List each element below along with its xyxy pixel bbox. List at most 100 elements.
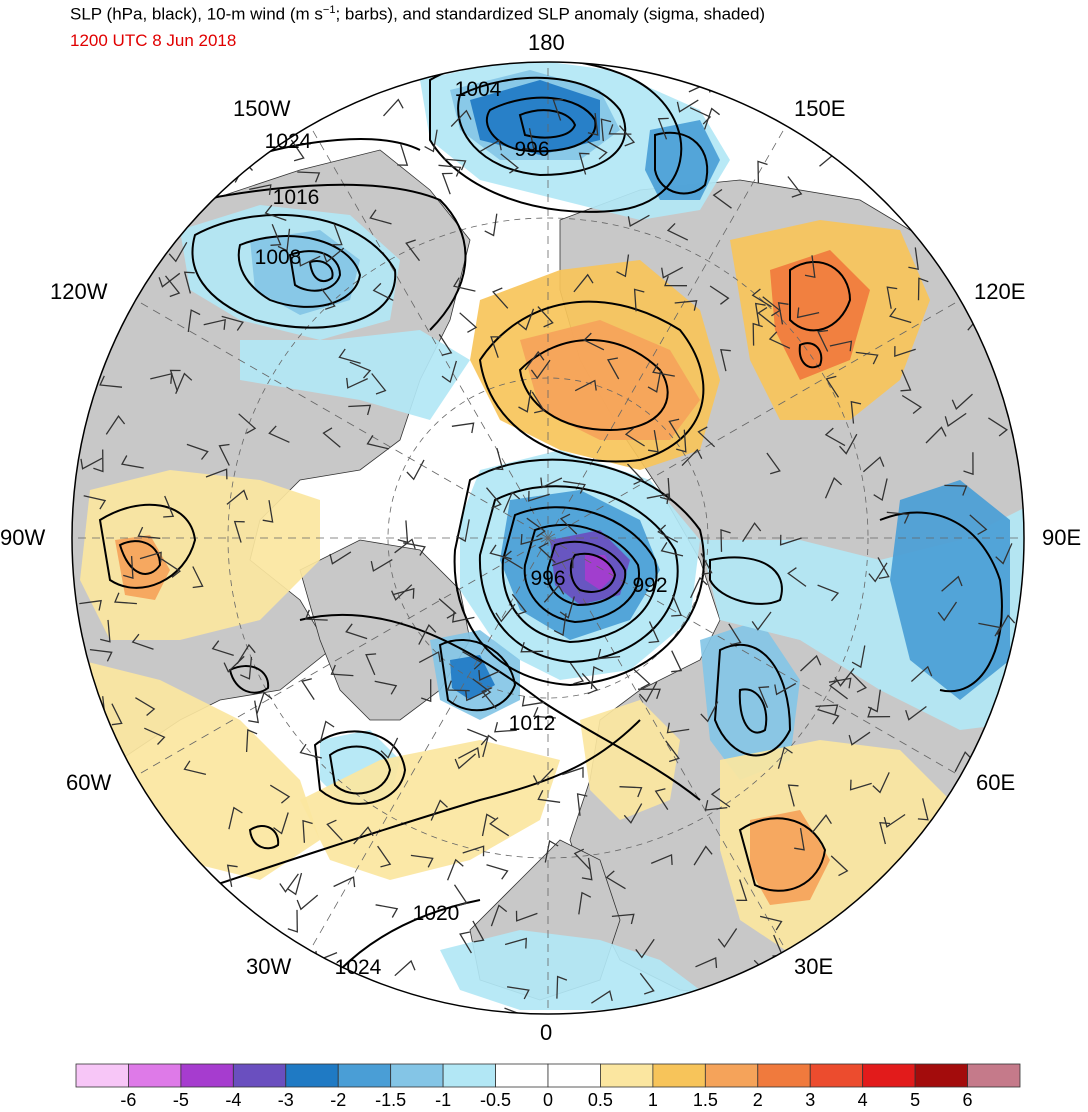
wind-barb (240, 656, 253, 680)
wind-barb (100, 619, 111, 643)
colorbar-swatch-1 (128, 1063, 182, 1088)
wind-barb (459, 312, 478, 333)
wind-barbs (79, 81, 1024, 1014)
wind-barb (93, 449, 104, 473)
wind-barb (269, 784, 291, 804)
wind-barb (490, 904, 508, 927)
wind-barb (660, 542, 684, 557)
wind-barb (697, 426, 716, 448)
wind-barb (917, 798, 929, 821)
isobar-hudson (98, 503, 197, 589)
wind-barb (375, 904, 399, 918)
wind-barb (270, 224, 282, 246)
anom-west-europe-blue (440, 930, 700, 1010)
wind-barb (578, 891, 592, 915)
lon-label-180: 180 (528, 30, 565, 55)
wind-barb (394, 538, 416, 554)
wind-barb (532, 768, 554, 786)
colorbar-label: -5 (172, 1090, 189, 1110)
wind-barb (855, 351, 879, 365)
isobar-labrador-2 (328, 745, 392, 795)
wind-barb (424, 129, 438, 153)
wind-barb (410, 854, 434, 868)
wind-barb (392, 587, 415, 599)
wind-barb (223, 655, 245, 673)
wind-barb (377, 845, 392, 868)
wind-barb (900, 369, 912, 392)
wind-barb (877, 557, 890, 580)
wind-barb (627, 463, 644, 485)
wind-barb (751, 288, 772, 308)
wind-barb (616, 254, 630, 278)
wind-barb (695, 957, 718, 968)
isobar-far-east-2 (798, 342, 823, 369)
wind-barb (418, 651, 441, 663)
wind-barb (144, 727, 166, 745)
wind-barb (839, 433, 858, 455)
colorbar-label: 3 (805, 1090, 816, 1110)
wind-barb (664, 275, 688, 287)
isobar-siberia (478, 300, 705, 463)
wind-barb (290, 139, 305, 162)
colorbar-swatch-2 (180, 1063, 234, 1088)
wind-barb (937, 601, 958, 622)
colorbar-label: 6 (962, 1090, 973, 1110)
isobar-greenland-small (228, 665, 270, 694)
wind-barb (438, 598, 457, 619)
wind-barb (676, 99, 699, 113)
wind-barb (590, 666, 604, 689)
wind-barb (720, 348, 731, 372)
wind-barb (757, 307, 777, 328)
isobar-labrador-1 (313, 730, 407, 805)
isobar-aleutian-2 (457, 76, 627, 177)
wind-barb (650, 853, 673, 865)
wind-barb (467, 728, 489, 746)
wind-barb (883, 813, 906, 828)
wind-barb (494, 722, 517, 733)
wind-barb (187, 309, 201, 332)
wind-barb (495, 603, 516, 623)
colorbar-swatch-17 (967, 1063, 1021, 1088)
wind-barb (489, 817, 510, 837)
wind-barb (559, 513, 578, 535)
latitude-circle-2 (227, 217, 869, 859)
isobar-1012 (299, 613, 701, 801)
wind-barb (988, 417, 1009, 437)
wind-barb (751, 611, 772, 631)
wind-barb (446, 858, 464, 881)
wind-barb (304, 609, 328, 621)
wind-barb (576, 793, 588, 816)
wind-barb (338, 348, 361, 364)
map-boundary (71, 61, 1025, 1015)
wind-barb (824, 427, 846, 447)
isobar-label-1016: 1016 (273, 186, 320, 209)
wind-barb (479, 139, 502, 152)
wind-barb (403, 542, 426, 556)
wind-barb (666, 722, 690, 734)
wind-barb (996, 614, 1016, 635)
anom-kara-low (700, 620, 800, 780)
anom-siberian-blue-core (890, 480, 1010, 700)
colorbar-swatch-4 (285, 1063, 339, 1088)
lon-label-150e: 150E (794, 96, 846, 121)
colorbar-swatch-16 (914, 1063, 968, 1088)
wind-barb (736, 879, 748, 902)
colorbar-swatch-6 (390, 1063, 444, 1088)
wind-barb (777, 746, 793, 769)
colorbar-swatch-13 (757, 1063, 811, 1088)
wind-barb (183, 760, 207, 776)
wind-barb (829, 340, 853, 352)
wind-barb (349, 361, 372, 379)
wind-barb (163, 495, 175, 518)
lon-label-30w: 30W (246, 954, 292, 979)
wind-barb (777, 302, 789, 325)
wind-barb (646, 493, 670, 505)
wind-barb (561, 766, 584, 778)
wind-barb (587, 113, 599, 136)
wind-barb (481, 813, 496, 837)
wind-barb (297, 171, 321, 183)
wind-barb (114, 592, 137, 605)
wind-barb (608, 124, 632, 135)
colorbar-swatch-0 (75, 1063, 129, 1088)
